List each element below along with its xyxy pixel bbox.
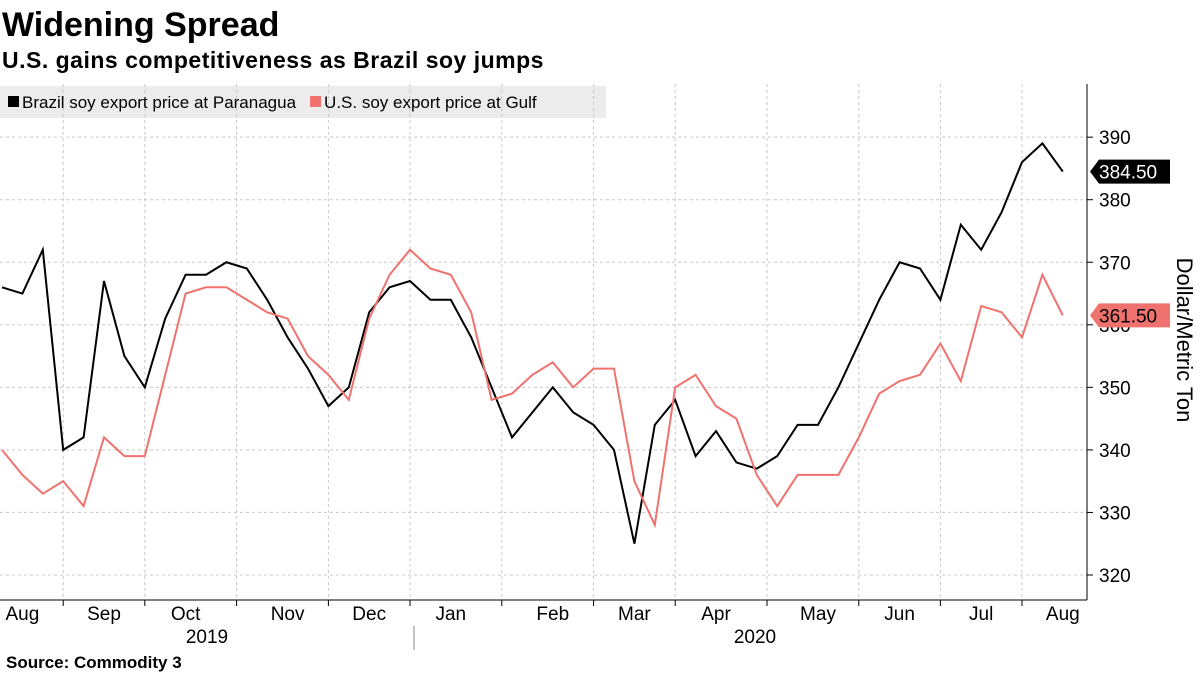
legend-swatch: [310, 96, 322, 107]
x-tick-label: Nov: [271, 604, 305, 625]
legend-swatch: [8, 96, 19, 107]
x-tick-label: Dec: [352, 604, 386, 625]
value-label: 384.50: [1099, 163, 1157, 184]
year-label: 2019: [186, 627, 228, 648]
x-tick-label: May: [800, 604, 836, 625]
y-tick-label: 390: [1099, 128, 1131, 149]
value-tag: [1090, 159, 1170, 184]
x-tick-label: Jun: [884, 604, 915, 625]
x-tick-label: Jan: [435, 604, 466, 625]
series-line: [1, 141, 1064, 544]
x-tick-label: Mar: [618, 604, 651, 625]
x-tick-label: Feb: [536, 604, 569, 625]
chart-subtitle: U.S. gains competitiveness as Brazil soy…: [2, 47, 544, 73]
x-tick-label: Oct: [171, 604, 201, 625]
y-tick-label: 370: [1099, 253, 1131, 274]
value-tag: [1090, 303, 1170, 328]
source: Source: Commodity 3: [6, 653, 182, 672]
chart-title: Widening Spread: [2, 6, 279, 44]
y-tick-label: 340: [1099, 441, 1131, 462]
value-label: 361.50: [1099, 306, 1157, 327]
x-tick-label: Sep: [87, 604, 121, 625]
y-tick-label: 320: [1099, 566, 1131, 587]
x-tick-label: Aug: [5, 604, 39, 625]
year-label: 2020: [734, 627, 776, 648]
y-tick-label: 350: [1099, 378, 1131, 399]
y-tick-label: 330: [1099, 503, 1131, 524]
y-axis-title: Dollar/Metric Ton: [1172, 258, 1197, 423]
legend-box: [0, 86, 606, 118]
legend-label: Brazil soy export price at Paranagua: [22, 93, 297, 112]
x-tick-label: Jul: [969, 604, 993, 625]
x-tick-label: Apr: [701, 604, 731, 625]
x-tick-label: Aug: [1046, 604, 1080, 625]
series-line: [1, 248, 1064, 529]
y-tick-label: 380: [1099, 191, 1131, 212]
legend-label: U.S. soy export price at Gulf: [324, 93, 537, 112]
